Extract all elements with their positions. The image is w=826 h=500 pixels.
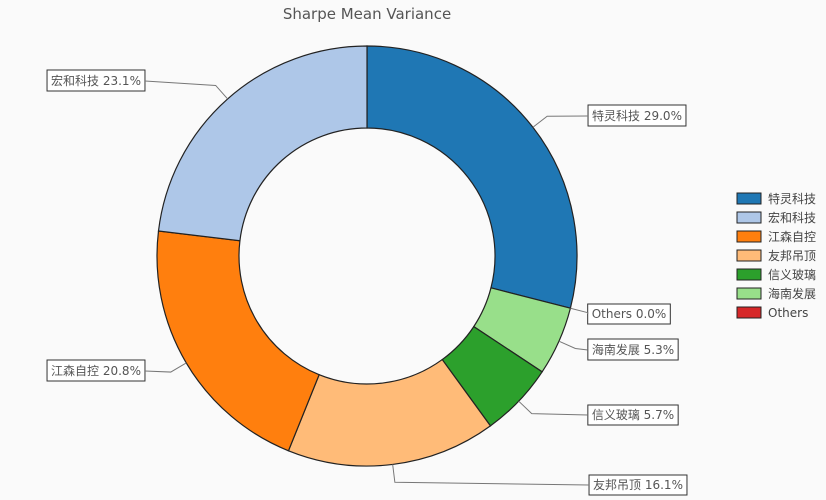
legend-swatch xyxy=(736,192,762,205)
slice-label-0: 特灵科技 29.0% xyxy=(587,104,687,127)
slice-label-4: 友邦吊顶 16.1% xyxy=(588,474,688,496)
slice-leader-line xyxy=(144,80,229,100)
legend-swatch xyxy=(736,287,762,300)
slice-leader-line xyxy=(532,115,589,128)
slice-label-text: 江森自控 20.8% xyxy=(51,363,141,378)
legend-swatch xyxy=(736,230,762,243)
slice-label-box xyxy=(46,359,146,382)
slice-label-6: 宏和科技 23.1% xyxy=(46,69,146,92)
slice-label-3: 信义玻璃 5.7% xyxy=(587,404,679,426)
legend-item[interactable]: 宏和科技 xyxy=(736,210,816,225)
slice-label-text: 海南发展 5.3% xyxy=(592,342,674,357)
slice-label-2: 海南发展 5.3% xyxy=(587,338,679,361)
donut-slice-0 xyxy=(366,45,578,309)
slice-label-5: 江森自控 20.8% xyxy=(46,359,146,382)
slice-label-1: Others 0.0% xyxy=(587,303,671,325)
legend-swatch xyxy=(736,306,762,319)
donut-slice-6 xyxy=(157,45,368,242)
legend-swatch xyxy=(736,249,762,262)
slice-leader-line xyxy=(392,464,590,486)
slice-label-text: Others 0.0% xyxy=(592,307,667,321)
donut-slices xyxy=(156,45,578,467)
legend-item[interactable]: 信义玻璃 xyxy=(736,268,816,282)
slice-leader-line xyxy=(144,362,187,373)
legend-label: 海南发展 xyxy=(768,286,816,301)
slice-leader-line xyxy=(558,340,588,351)
slice-label-box xyxy=(46,69,146,92)
legend-label: 信义玻璃 xyxy=(768,268,816,282)
slice-leader-line xyxy=(570,307,589,315)
legend-item[interactable]: 海南发展 xyxy=(736,286,816,301)
legend-item[interactable]: Others xyxy=(736,306,808,320)
legend-swatch xyxy=(736,211,762,224)
donut-slice-5 xyxy=(156,230,320,452)
chart-title: Sharpe Mean Variance xyxy=(283,5,451,23)
slice-label-text: 特灵科技 29.0% xyxy=(592,108,682,123)
slice-label-text: 友邦吊顶 16.1% xyxy=(593,478,683,492)
legend-swatch xyxy=(736,268,762,281)
legend-item[interactable]: 江森自控 xyxy=(736,229,816,244)
slice-label-box xyxy=(587,104,687,127)
legend-label: 特灵科技 xyxy=(768,191,816,206)
legend-label: 江森自控 xyxy=(768,229,816,244)
slice-leader-line xyxy=(518,400,588,416)
legend-label: 宏和科技 xyxy=(768,210,816,225)
slice-label-text: 信义玻璃 5.7% xyxy=(592,408,674,422)
legend-item[interactable]: 特灵科技 xyxy=(736,191,816,206)
legend-item[interactable]: 友邦吊顶 xyxy=(736,249,816,263)
legend-label: Others xyxy=(768,306,808,320)
slice-label-text: 宏和科技 23.1% xyxy=(51,73,141,88)
legend-label: 友邦吊顶 xyxy=(768,249,816,263)
slice-labels: 特灵科技 29.0% Others 0.0% 海南发展 5.3% 信义玻璃 5.7% 友… xyxy=(46,69,688,496)
